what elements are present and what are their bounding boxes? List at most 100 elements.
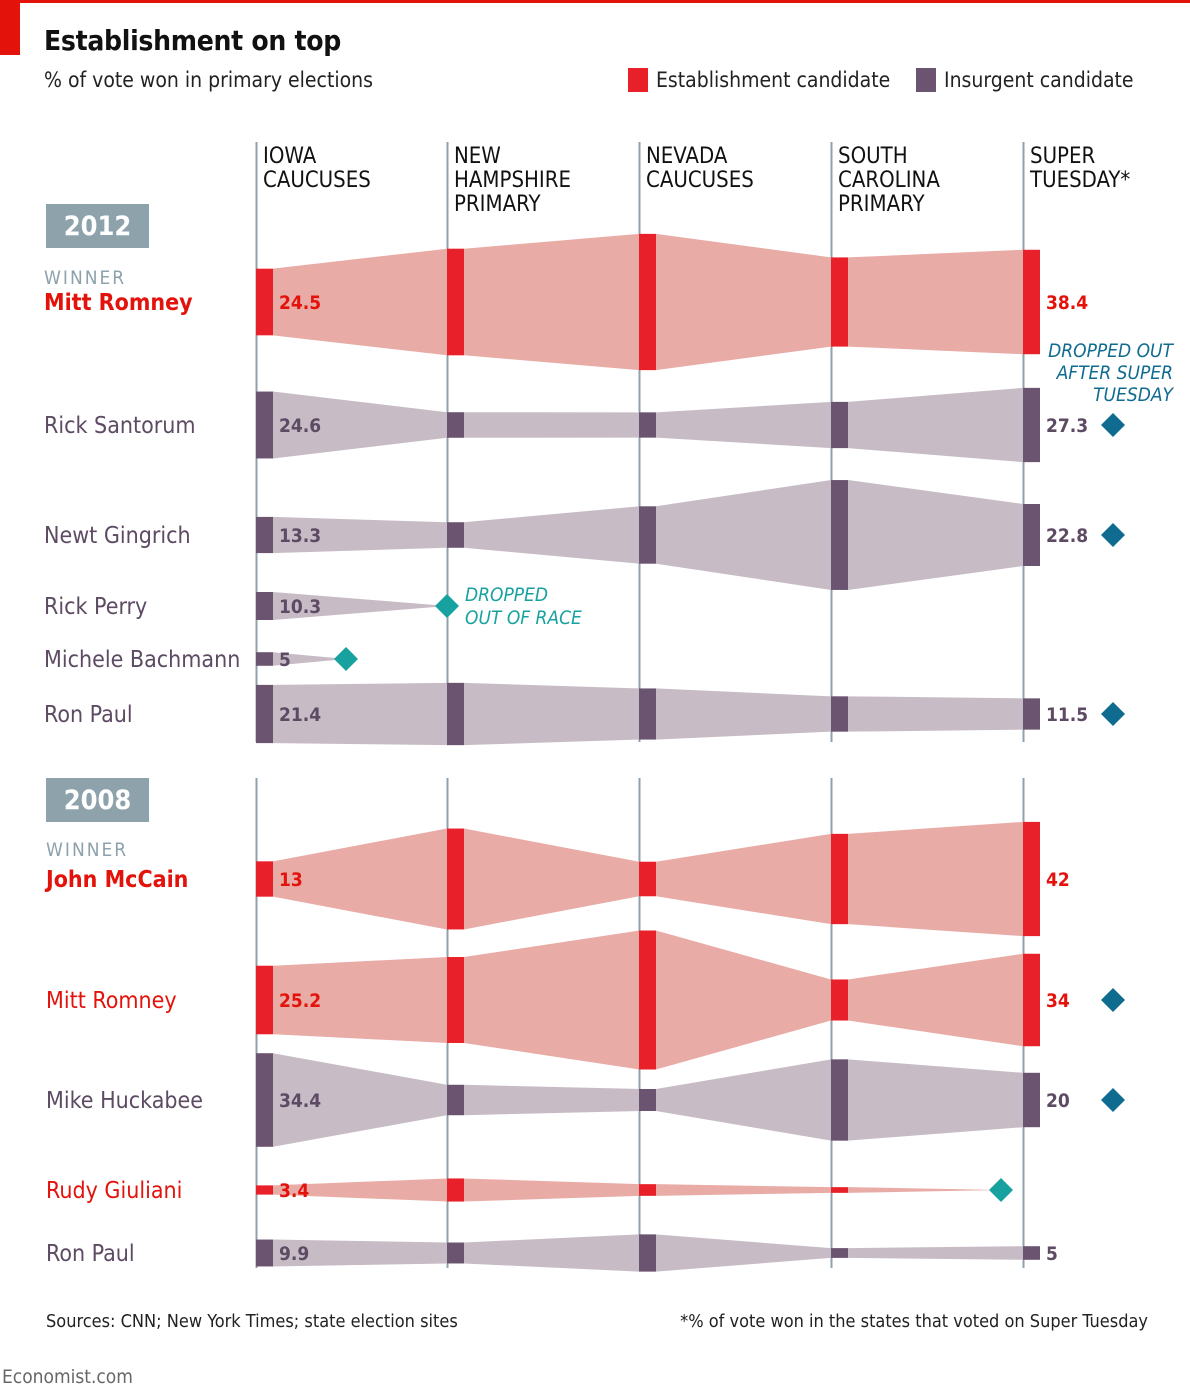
column-header-line: NEW [454,144,501,169]
top-rule [0,0,1190,3]
series-bar [1023,698,1040,730]
dropout-diamond-marker [334,647,358,671]
value-label: 25.2 [279,990,321,1012]
dropped-after-super-tuesday-marker [1101,702,1125,726]
after-super-annotation-line: AFTER SUPER [1056,362,1173,384]
series-bar [831,257,848,347]
series-bar [447,957,464,1043]
column-header-line: HAMPSHIRE [454,168,571,193]
series-bar [447,1242,464,1264]
dropped-after-super-tuesday-marker [1101,988,1125,1012]
dropout-diamond-marker [435,594,459,618]
value-label: 3.4 [279,1180,309,1202]
winner-label: WINNER [44,267,126,289]
column-header-line: TUESDAY* [1029,168,1130,193]
series-band [848,480,1023,590]
series-band [848,696,1023,732]
series-band [656,233,831,371]
publisher-credit: Economist.com [2,1366,133,1388]
series-bar [447,1178,464,1202]
column-header-line: CAUCUSES [646,168,754,193]
series-bar [1023,1246,1040,1260]
column-header-line: CAROLINA [838,168,940,193]
series-band [848,387,1023,463]
year-label: 2012 [64,211,132,242]
series-bar [639,930,656,1070]
sources-note: Sources: CNN; New York Times; state elec… [46,1311,458,1332]
column-header-line: SUPER [1030,144,1095,169]
series-band [273,591,447,621]
series-band [464,1234,639,1272]
series-band [464,1178,639,1202]
series-band [464,1084,639,1116]
legend-swatch-establishment [628,68,648,92]
after-super-annotation-line: TUESDAY [1093,384,1174,406]
series-bar [639,861,656,897]
winner-label: WINNER [46,839,128,861]
column-header-line: PRIMARY [454,192,541,217]
series-bar [1023,953,1040,1047]
candidate-name: Mitt Romney [46,988,177,1014]
series-band [464,828,639,930]
series-bar [447,248,464,356]
series-band [273,1053,447,1147]
dropped-after-super-tuesday-marker [1101,413,1125,437]
series-band [848,249,1023,355]
series-band [656,688,831,740]
series-bar [639,233,656,371]
series-bar [256,516,273,554]
value-label: 13.3 [279,525,321,547]
series-bar [256,391,273,459]
series-bar [1023,1072,1040,1128]
column-header-line: SOUTH [838,144,908,169]
series-band [848,953,1023,1047]
legend-label-insurgent: Insurgent candidate [944,68,1134,92]
series-band [273,652,346,666]
value-label: 34.4 [279,1090,321,1112]
after-super-annotation-line: DROPPED OUT [1048,340,1174,362]
series-bar [447,522,464,548]
value-label: 10.3 [279,596,321,618]
value-label: 5 [1046,1243,1058,1265]
series-band [848,821,1023,937]
value-label: 13 [279,869,303,891]
value-label: 22.8 [1046,525,1088,547]
dropped-after-super-tuesday-marker [1101,523,1125,547]
candidate-name: Rick Santorum [44,413,196,439]
value-label: 11.5 [1046,704,1088,726]
series-bar [831,1059,848,1141]
value-label: 34 [1046,990,1070,1012]
series-band [273,828,447,930]
series-bar [831,833,848,925]
series-band [273,682,447,746]
series-band [848,1187,1001,1193]
series-band [656,1059,831,1141]
year-box [46,204,149,248]
value-label: 38.4 [1046,292,1088,314]
series-bar [639,506,656,564]
series-bar [256,1239,273,1267]
value-label: 20 [1046,1090,1070,1112]
series-bar [639,1088,656,1112]
series-bar [447,682,464,746]
candidate-name: Ron Paul [46,1241,135,1267]
dropout-annotation-line: DROPPED [465,584,548,606]
candidate-name: Ron Paul [44,702,133,728]
series-band [464,930,639,1070]
value-label: 24.6 [279,415,321,437]
series-band [273,391,447,459]
chart-title: Establishment on top [44,24,341,57]
candidate-name: Michele Bachmann [44,647,240,673]
series-bar [639,688,656,740]
value-label: 9.9 [279,1243,309,1265]
series-bar [831,1248,848,1258]
column-header-line: NEVADA [646,144,728,169]
candidate-name: Rudy Giuliani [46,1178,182,1204]
series-band [464,682,639,746]
series-bar [639,412,656,438]
series-band [656,833,831,925]
series-bar [447,828,464,930]
series-band [656,930,831,1070]
series-bar [447,1084,464,1116]
